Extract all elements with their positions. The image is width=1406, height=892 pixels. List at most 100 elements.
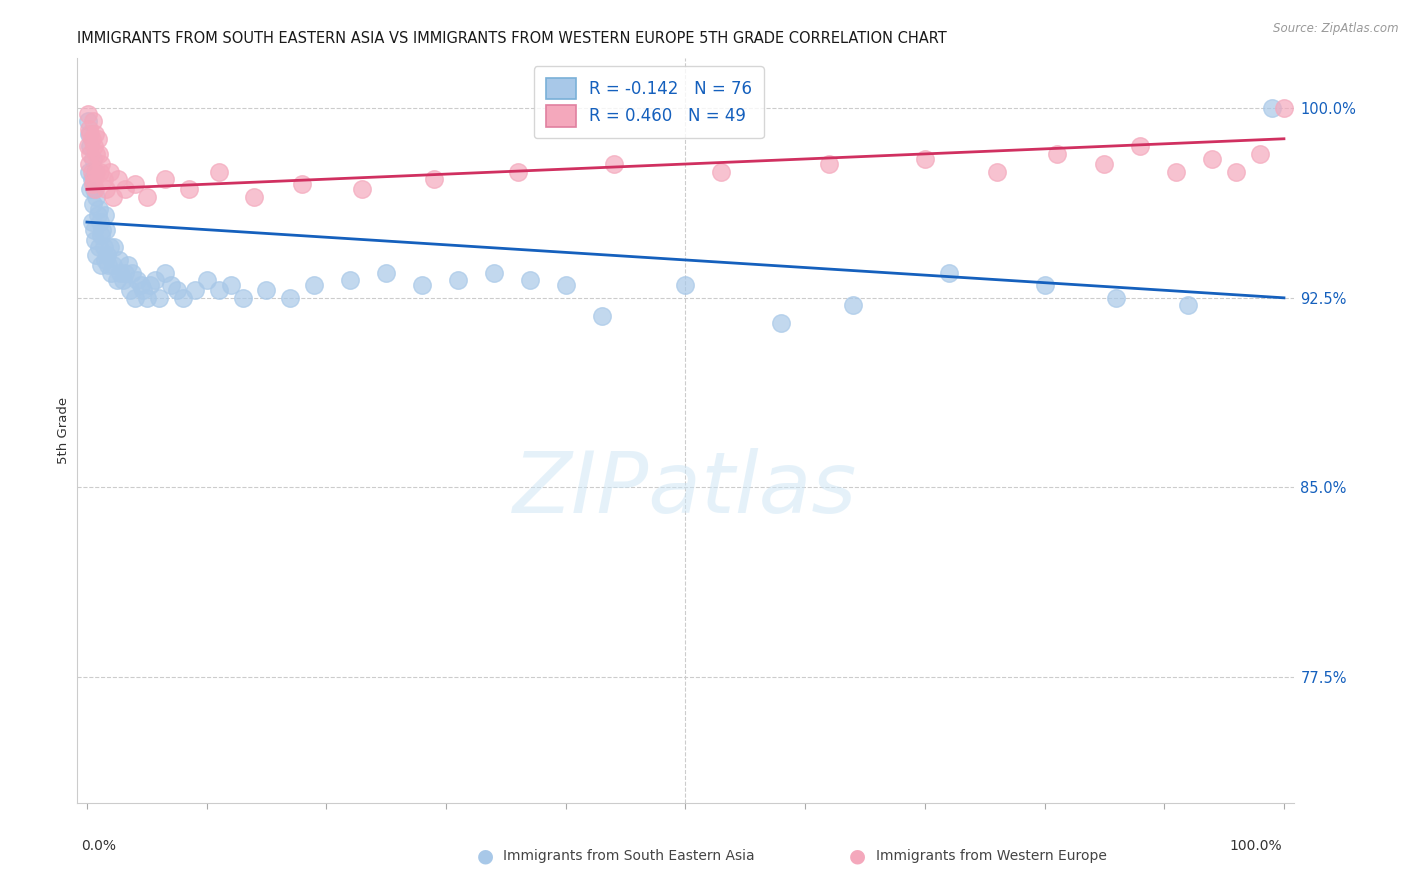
Point (554, 278, 576, 293)
Point (89, 215, 111, 229)
Point (110, 266, 132, 280)
Point (129, 278, 152, 293)
Text: Source: ZipAtlas.com: Source: ZipAtlas.com (1274, 22, 1399, 36)
Point (79, 127, 101, 141)
Point (148, 291, 170, 305)
Point (207, 283, 229, 297)
Point (159, 278, 181, 293)
Point (1045, 147, 1067, 161)
Point (231, 291, 253, 305)
Point (591, 309, 613, 323)
Point (135, 291, 157, 305)
Point (87, 240, 110, 254)
Point (1272, 102, 1295, 116)
Point (103, 258, 125, 272)
Point (98, 164, 121, 178)
Y-axis label: 5th Grade: 5th Grade (58, 397, 70, 464)
Point (96, 248, 118, 262)
Point (91, 222, 114, 236)
Text: 0.0%: 0.0% (82, 838, 117, 853)
Text: ZIPatlas: ZIPatlas (513, 449, 858, 532)
Point (447, 273, 470, 287)
Point (77, 114, 100, 128)
Point (82, 197, 104, 211)
Point (1105, 291, 1128, 305)
Point (90, 157, 112, 171)
Point (111, 273, 134, 287)
Point (183, 283, 205, 297)
Point (90, 227, 112, 242)
Point (1261, 102, 1284, 116)
Point (86, 207, 108, 221)
Point (108, 252, 131, 267)
Point (1129, 139, 1152, 153)
Point (1092, 157, 1115, 171)
Point (118, 283, 141, 297)
Point (914, 152, 936, 166)
Point (82, 114, 104, 128)
Point (79, 127, 101, 141)
Point (423, 172, 446, 186)
Point (94, 252, 117, 267)
Point (83, 139, 105, 153)
Text: IMMIGRANTS FROM SOUTH EASTERN ASIA VS IMMIGRANTS FROM WESTERN EUROPE 5TH GRADE C: IMMIGRANTS FROM SOUTH EASTERN ASIA VS IM… (77, 31, 948, 46)
Point (117, 258, 139, 272)
Point (938, 266, 960, 280)
Text: Immigrants from Western Europe: Immigrants from Western Europe (876, 849, 1107, 863)
Point (84, 233, 107, 247)
Point (83, 182, 105, 196)
Point (94, 222, 117, 236)
Point (97, 258, 120, 272)
Point (710, 164, 733, 178)
Point (87, 202, 110, 217)
Point (90, 258, 112, 272)
Point (103, 240, 125, 254)
Point (304, 278, 326, 293)
Point (127, 273, 149, 287)
Point (83, 172, 105, 186)
Point (94, 207, 117, 221)
Point (86, 190, 108, 204)
Point (256, 283, 278, 297)
Point (114, 182, 136, 196)
Point (842, 298, 865, 312)
Point (80, 132, 103, 146)
Point (243, 190, 266, 204)
Point (86, 248, 108, 262)
Point (103, 190, 125, 204)
Point (80, 164, 103, 178)
Point (207, 164, 229, 178)
Point (143, 273, 166, 287)
Point (411, 278, 433, 293)
Point (77, 139, 100, 153)
Point (114, 266, 136, 280)
Point (79, 182, 101, 196)
Point (291, 178, 314, 192)
Point (375, 266, 398, 280)
Point (98, 240, 121, 254)
Point (93, 172, 115, 186)
Point (818, 157, 841, 171)
Point (79, 147, 101, 161)
Point (135, 190, 157, 204)
Point (105, 273, 128, 287)
Point (80, 172, 103, 186)
Point (1166, 164, 1188, 178)
Point (339, 273, 361, 287)
Point (482, 266, 505, 280)
Point (82, 178, 104, 192)
Point (107, 172, 129, 186)
Point (172, 291, 194, 305)
Point (124, 178, 146, 192)
Point (86, 147, 108, 161)
Text: ●: ● (477, 847, 494, 866)
Point (139, 278, 162, 293)
Point (602, 157, 624, 171)
Point (177, 182, 200, 196)
Point (80, 215, 103, 229)
Point (1177, 298, 1199, 312)
Point (82, 152, 104, 166)
Legend: R = -0.142   N = 76, R = 0.460   N = 49: R = -0.142 N = 76, R = 0.460 N = 49 (534, 66, 763, 138)
Point (79, 121, 101, 136)
Point (1033, 278, 1056, 293)
